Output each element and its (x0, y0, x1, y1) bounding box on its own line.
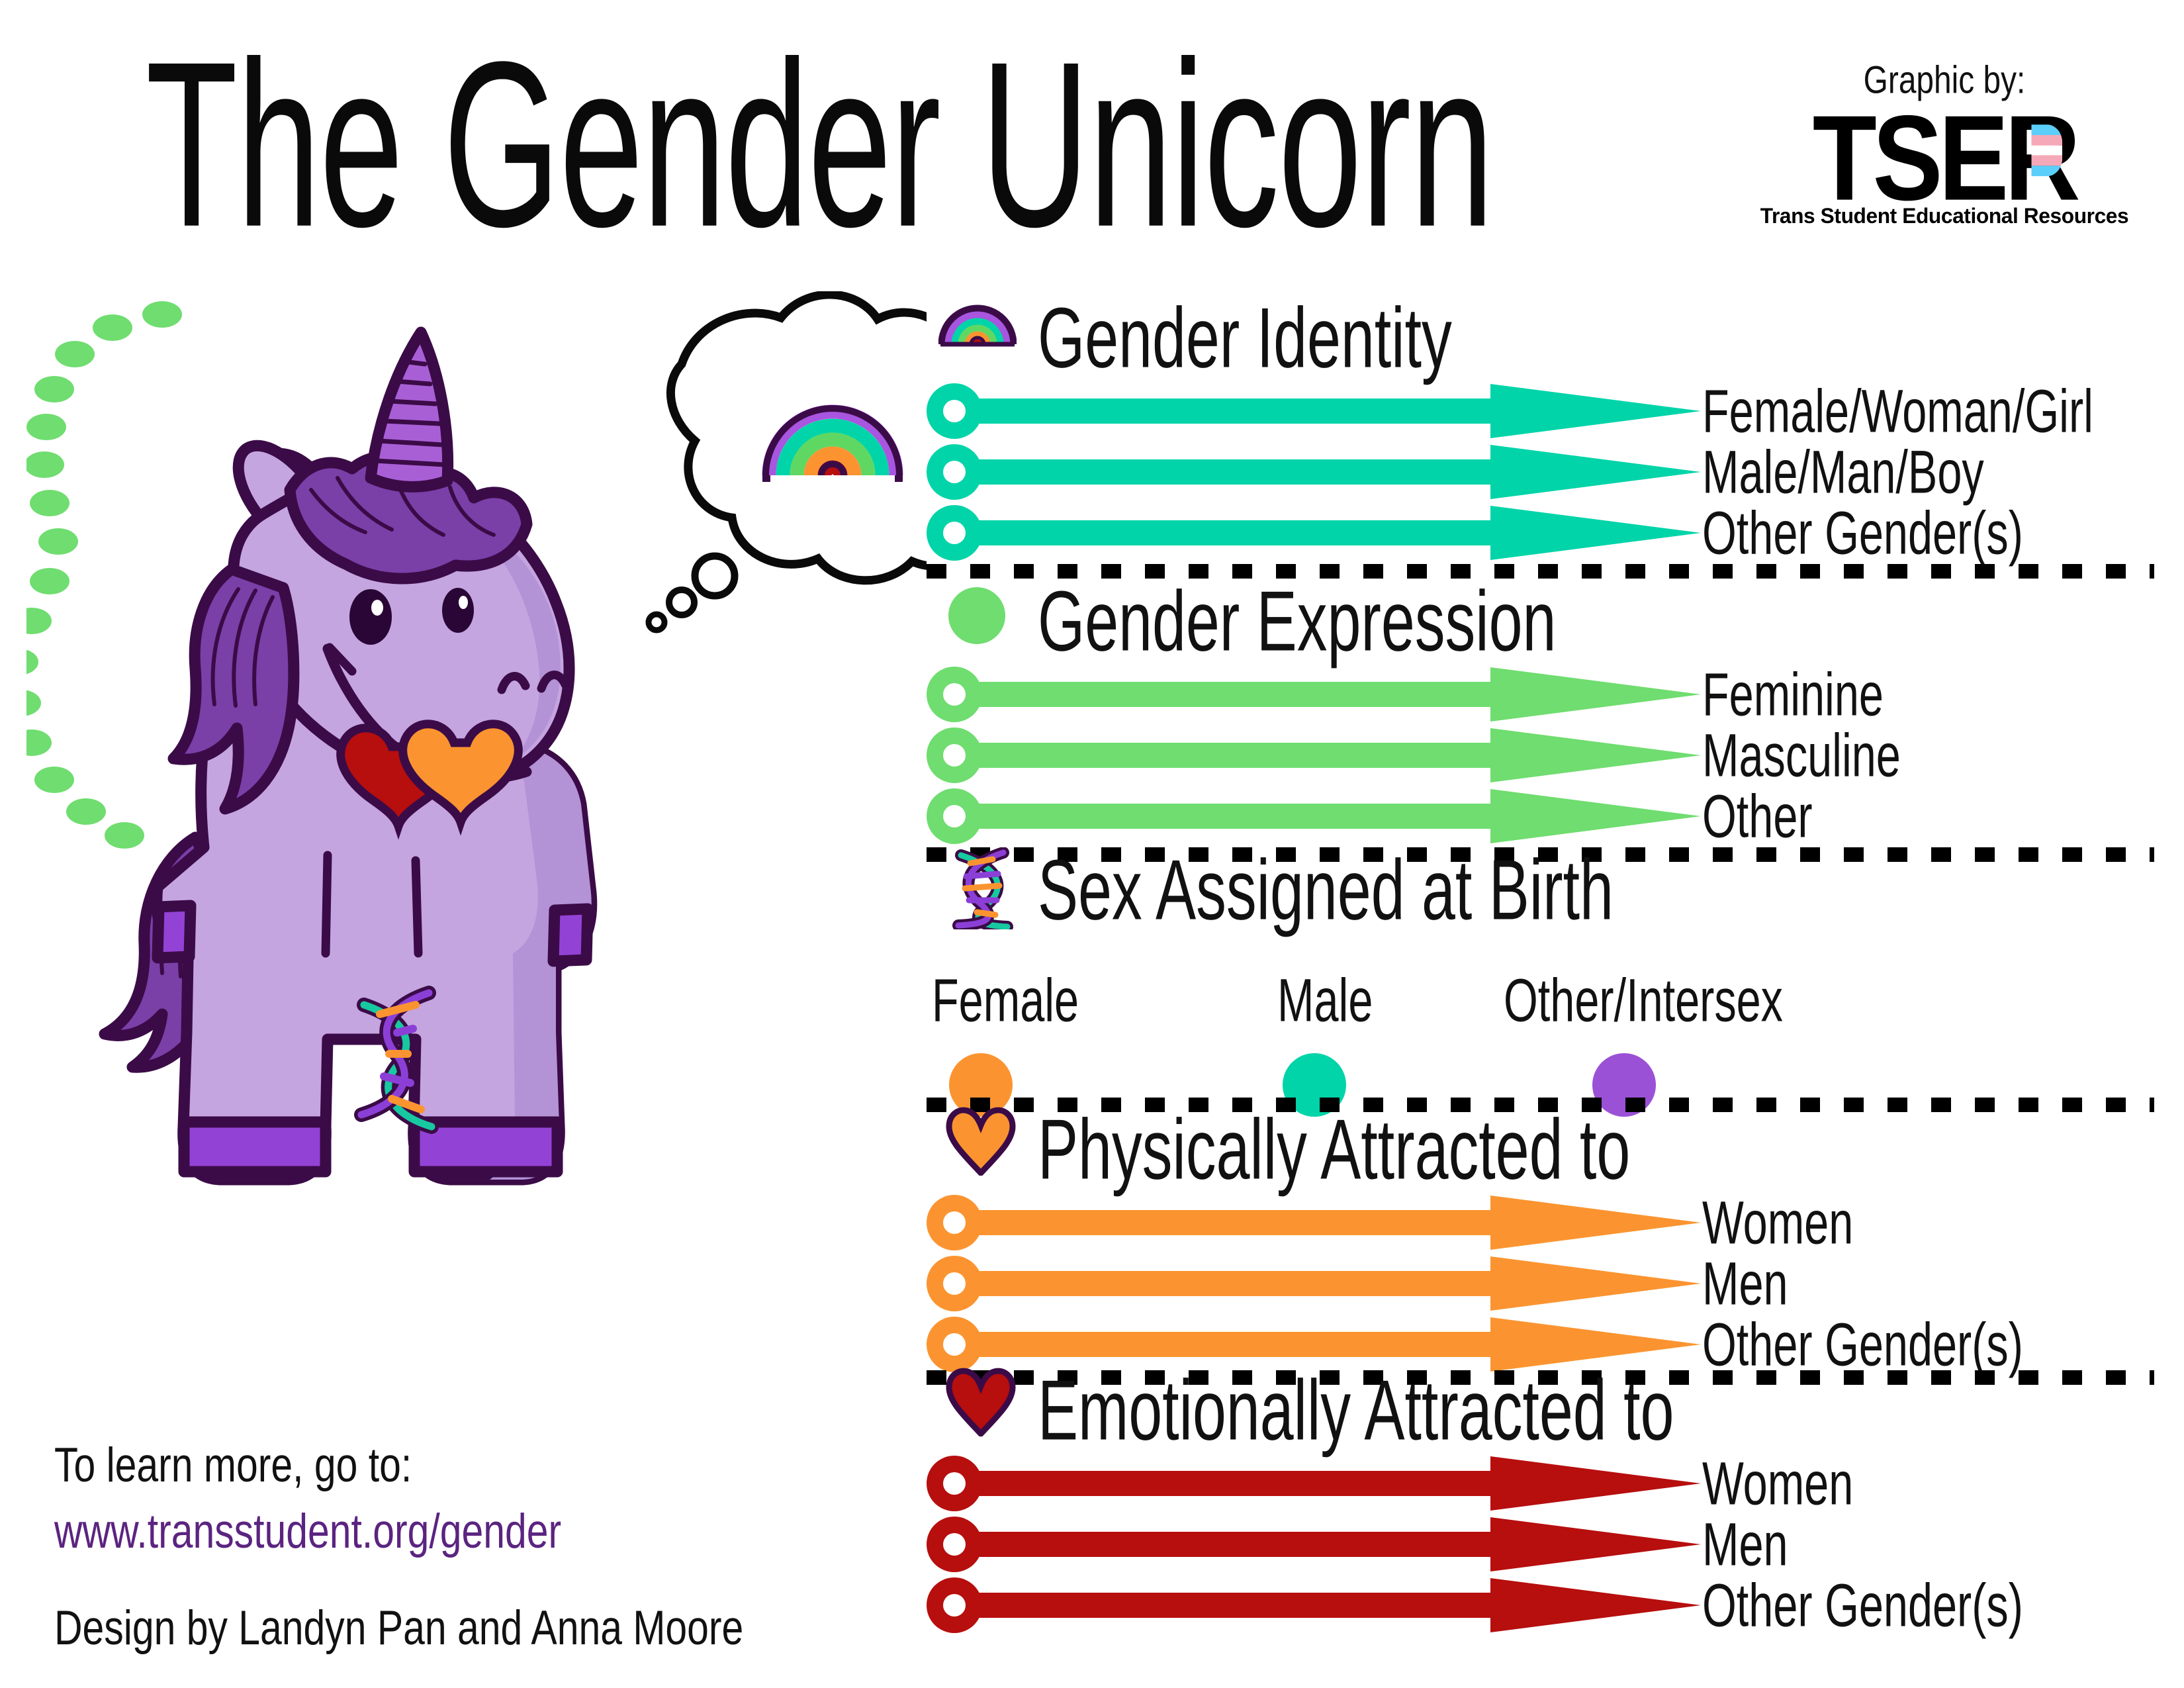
sab-column-male[interactable]: Male (1277, 965, 1383, 1117)
spectrum-arrow-row[interactable]: Male/Man/Boy (927, 438, 2184, 506)
unicorn-character-icon (99, 326, 598, 1186)
sab-label: Male (1277, 966, 1373, 1035)
arrow-rows: Women Men (927, 1443, 2184, 1639)
section-header: Gender Identity (927, 291, 2184, 386)
spectrum-arrow-row[interactable]: Men (927, 1249, 2184, 1317)
website-url[interactable]: www.transstudent.org/gender (54, 1505, 562, 1559)
spectrum-label: Men (1702, 1510, 1788, 1579)
arrow-rows: Feminine Masculine (927, 654, 2184, 850)
tser-logo-wordmark: TSER (1813, 97, 2081, 218)
design-credit-label: Design by Landyn Pan and Anna Moore (54, 1601, 744, 1656)
section-header: Sex Assigned at Birth (927, 843, 2184, 938)
section-title: Emotionally Attracted to (1038, 1363, 1674, 1459)
section-gender-identity: Gender Identity Female/Woman/Girl (927, 291, 2184, 579)
page-title: The Gender Unicorn (146, 12, 1494, 276)
spectrum-panel: Gender Identity Female/Woman/Girl (927, 0, 2184, 1688)
spectrum-arrow-row[interactable]: Women (927, 1449, 2184, 1517)
spectrum-label: Women (1702, 1188, 1854, 1257)
section-sex-assigned-at-birth: Sex Assigned at Birth Female Male Other/… (927, 843, 2184, 1117)
sex-columns: Female Male Other/Intersex (927, 923, 2184, 1117)
spectrum-arrow-row[interactable]: Female/Woman/Girl (927, 377, 2184, 445)
spectrum-label: Men (1702, 1249, 1788, 1318)
spectrum-label: Masculine (1702, 721, 1901, 790)
spectrum-arrow-row[interactable]: Men (927, 1510, 2184, 1578)
rainbow-icon (938, 299, 1017, 353)
section-header: Emotionally Attracted to (927, 1363, 2184, 1458)
heart-red-icon (945, 1368, 1017, 1440)
thought-bubble (645, 291, 927, 633)
spectrum-label: Other Gender(s) (1702, 1310, 2023, 1379)
section-divider (927, 1370, 2154, 1385)
green-dots-arc (26, 301, 182, 849)
section-gender-expression: Gender Expression Feminine (927, 574, 2184, 862)
spectrum-arrow-row[interactable]: Masculine (927, 721, 2184, 789)
rainbow-icon (762, 404, 903, 482)
spectrum-arrow-row[interactable]: Other Gender(s) (927, 1571, 2184, 1639)
dna-icon (946, 847, 1019, 933)
sab-label: Other/Intersex (1504, 966, 1783, 1035)
green-circle-icon (948, 586, 1006, 648)
spectrum-label: Female/Woman/Girl (1702, 377, 2093, 445)
spectrum-arrow-row[interactable]: Women (927, 1188, 2184, 1256)
section-emotionally-attracted-to: Emotionally Attracted to Women (927, 1363, 2184, 1639)
spectrum-arrow-row[interactable]: Other Gender(s) (927, 1310, 2184, 1378)
arrow-rows: Female/Woman/Girl Male/Man/Boy (927, 371, 2184, 567)
section-title: Gender Identity (1038, 291, 1452, 387)
trans-flag-icon (2031, 124, 2063, 177)
org-full-name: Trans Student Educational Resources (1760, 204, 2129, 228)
spectrum-arrow-row[interactable]: Other Gender(s) (927, 498, 2184, 567)
unicorn-illustration (26, 291, 927, 1383)
arrow-rows: Women Men (927, 1182, 2184, 1378)
section-divider (927, 1098, 2154, 1112)
spectrum-arrow-row[interactable]: Feminine (927, 660, 2184, 728)
spectrum-label: Other (1702, 782, 1813, 851)
section-header: Gender Expression (927, 574, 2184, 669)
heart-badge-pair (336, 720, 523, 840)
section-header: Physically Attracted to (927, 1102, 2184, 1197)
graphic-credit-block: Graphic by: TSER Trans Student Education… (1733, 58, 2156, 228)
spectrum-label: Feminine (1702, 660, 1884, 729)
section-title: Gender Expression (1038, 574, 1557, 670)
section-title: Physically Attracted to (1038, 1102, 1631, 1198)
section-divider (927, 847, 2154, 862)
sab-column-other-intersex[interactable]: Other/Intersex (1504, 965, 1814, 1117)
graphic-by-label: Graphic by: (1863, 59, 2026, 103)
spectrum-label: Other Gender(s) (1702, 498, 2023, 567)
section-physically-attracted-to: Physically Attracted to Women (927, 1102, 2184, 1385)
spectrum-label: Other Gender(s) (1702, 1571, 2023, 1640)
sab-column-female[interactable]: Female (932, 965, 1095, 1117)
section-title: Sex Assigned at Birth (1038, 843, 1614, 939)
spectrum-arrow-row[interactable]: Other (927, 782, 2184, 850)
spectrum-label: Male/Man/Boy (1702, 438, 1984, 506)
heart-orange-icon (945, 1107, 1017, 1179)
section-divider (927, 564, 2154, 579)
learn-more-label: To learn more, go to: (54, 1438, 412, 1493)
spectrum-label: Women (1702, 1449, 1854, 1518)
dna-badge-icon (354, 986, 439, 1134)
sab-label: Female (932, 966, 1079, 1035)
